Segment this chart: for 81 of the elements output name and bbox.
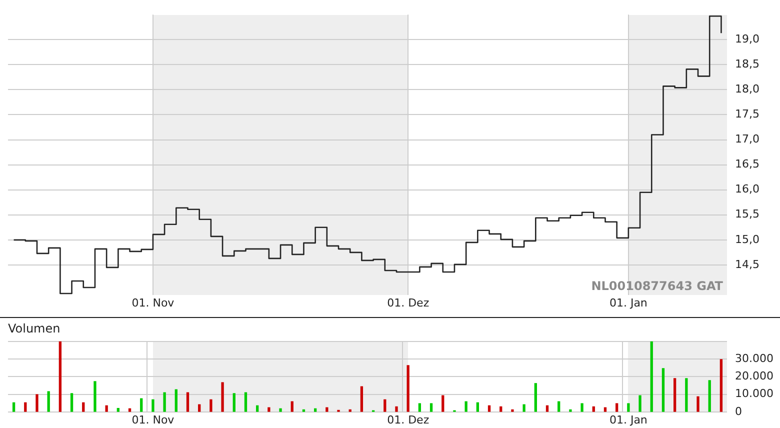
x-tick-label: 01. Nov <box>132 413 175 426</box>
y-tick-label: 16,0 <box>735 182 760 196</box>
bar <box>152 399 154 412</box>
bar <box>511 409 514 412</box>
bar <box>522 404 526 412</box>
bar <box>720 359 723 412</box>
bar <box>476 402 479 412</box>
bar <box>221 382 224 412</box>
y-tick-label: 0 <box>735 404 742 418</box>
bar <box>314 408 317 412</box>
y-tick-label: 14,5 <box>735 258 760 271</box>
bar <box>604 407 607 412</box>
bar <box>673 378 676 412</box>
bar <box>198 404 201 412</box>
y-tick-label: 15,0 <box>735 232 760 246</box>
x-tick-label: 01. Jan <box>609 296 648 310</box>
bar <box>128 408 132 412</box>
bar <box>418 403 422 412</box>
y-tick-label: 19,0 <box>735 32 760 46</box>
bar <box>210 399 212 412</box>
bar <box>348 409 352 412</box>
bar <box>94 381 96 412</box>
annotation: NL0010877643 GAT <box>591 279 724 294</box>
bar <box>708 380 711 412</box>
bar <box>534 383 537 412</box>
bar <box>580 403 584 412</box>
bar <box>500 406 502 412</box>
bar <box>36 394 38 412</box>
bar <box>302 409 306 412</box>
y-tick-label: 16,5 <box>735 158 760 171</box>
bar <box>290 401 294 412</box>
bar <box>662 368 665 412</box>
y-tick-label: 18,5 <box>735 58 760 71</box>
bar <box>82 402 85 412</box>
bar <box>696 396 700 412</box>
bar <box>592 406 595 412</box>
bar <box>24 402 27 412</box>
bar <box>12 402 16 412</box>
bar <box>546 405 549 412</box>
y-tick-label: 18,0 <box>735 82 760 96</box>
y-tick-label: 30.000 <box>735 352 774 365</box>
x-tick-label: 01. Dez <box>387 413 430 426</box>
bar <box>105 405 108 412</box>
bar <box>558 401 560 412</box>
bar <box>174 389 178 412</box>
bar <box>163 392 166 412</box>
bar <box>279 408 282 412</box>
y-tick-label: 17,0 <box>735 132 760 146</box>
bar <box>256 405 259 412</box>
bar <box>268 407 270 412</box>
bar <box>395 406 398 412</box>
bar <box>650 341 653 412</box>
bar <box>430 403 433 412</box>
bar <box>442 395 444 412</box>
bar <box>232 393 236 412</box>
bar <box>488 405 491 412</box>
x-tick-label: 01. Dez <box>387 296 430 310</box>
bar <box>140 398 143 412</box>
y-tick-label: 17,5 <box>735 108 760 121</box>
bar <box>406 365 410 412</box>
bar <box>244 392 248 412</box>
bar <box>326 407 328 412</box>
bar <box>116 408 120 412</box>
bar <box>186 392 190 412</box>
bar <box>638 395 642 412</box>
y-tick-label: 20.000 <box>735 370 774 383</box>
bar <box>384 399 386 412</box>
bar <box>360 386 364 412</box>
bar <box>569 409 572 412</box>
bar <box>47 391 50 412</box>
y-tick-label: 10.000 <box>735 387 774 400</box>
bar <box>58 341 62 412</box>
bar <box>616 403 618 412</box>
bar <box>627 403 630 412</box>
y-tick-label: 15,5 <box>735 208 760 221</box>
chart-title: Volumen <box>8 321 60 336</box>
x-tick-label: 01. Jan <box>609 413 648 426</box>
x-tick-label: 01. Nov <box>132 296 175 310</box>
bar <box>70 393 74 412</box>
bar <box>464 401 468 412</box>
bar <box>685 378 688 412</box>
